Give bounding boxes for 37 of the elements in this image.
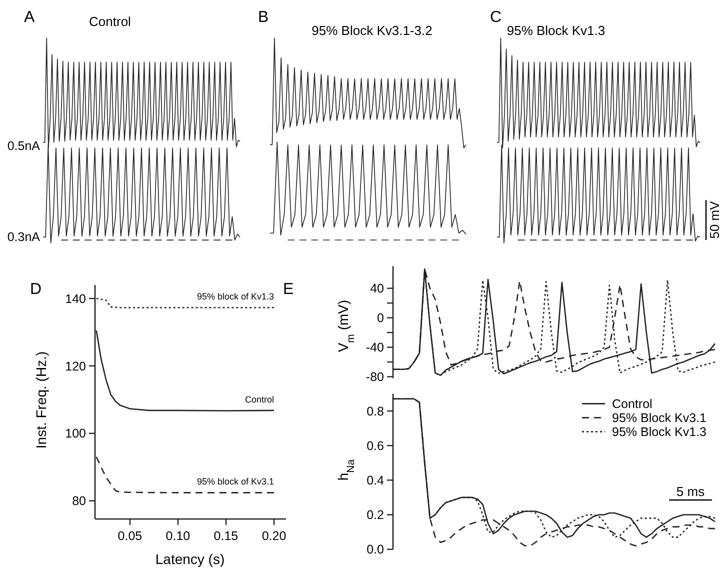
y-tick-label: 120 — [65, 359, 86, 374]
y-tick-label: -80 — [366, 370, 384, 384]
text: D — [30, 281, 42, 298]
text: 50 mV — [707, 200, 722, 239]
y-tick-label: 140 — [65, 292, 86, 306]
y-axis-title: 0.5nA — [7, 139, 41, 153]
legend-label: 95% Block Kv3.1 — [612, 411, 707, 426]
x-tick-label: 0.05 — [118, 529, 142, 543]
y-tick-label: 40 — [370, 282, 384, 296]
y-tick-label: -40 — [366, 340, 384, 355]
x-tick-label: 0.15 — [214, 529, 238, 543]
legend-label: Control — [612, 397, 652, 412]
x-tick-label: 0.10 — [166, 529, 190, 543]
series-label: 95% block of Kv3.1 — [196, 476, 274, 487]
y-tick-label: 0.0 — [366, 542, 384, 557]
x-tick-label: 0.20 — [262, 529, 286, 543]
chart-title: Control — [89, 14, 132, 29]
legend-label: 95% Block Kv1.3 — [612, 425, 707, 440]
series-label: 95% block of Kv1.3 — [196, 292, 274, 302]
y-tick-label: 0.8 — [366, 404, 384, 418]
y-tick-label: 0.2 — [366, 508, 384, 522]
y-axis-title: 0.3nA — [7, 230, 41, 244]
y-tick-label: 0.6 — [366, 438, 384, 453]
chart-title: 95% Block Kv3.1-3.2 — [312, 23, 432, 38]
y-axis-title: Inst. Freq. (Hz.) — [33, 351, 49, 449]
y-tick-label: 0.4 — [366, 474, 384, 488]
y-tick-label: 80 — [72, 494, 86, 508]
y-tick-label: 100 — [65, 426, 86, 441]
series-label: Control — [244, 394, 274, 404]
text: B — [258, 9, 269, 26]
text: A — [24, 9, 35, 26]
x-axis-title: Latency (s) — [155, 551, 225, 567]
y-tick-label: 0 — [377, 311, 384, 326]
chart-title: 95% Block Kv1.3 — [506, 23, 606, 38]
annotation: 5 ms — [676, 484, 706, 499]
text: C — [490, 9, 502, 26]
annotation: E — [283, 281, 294, 298]
